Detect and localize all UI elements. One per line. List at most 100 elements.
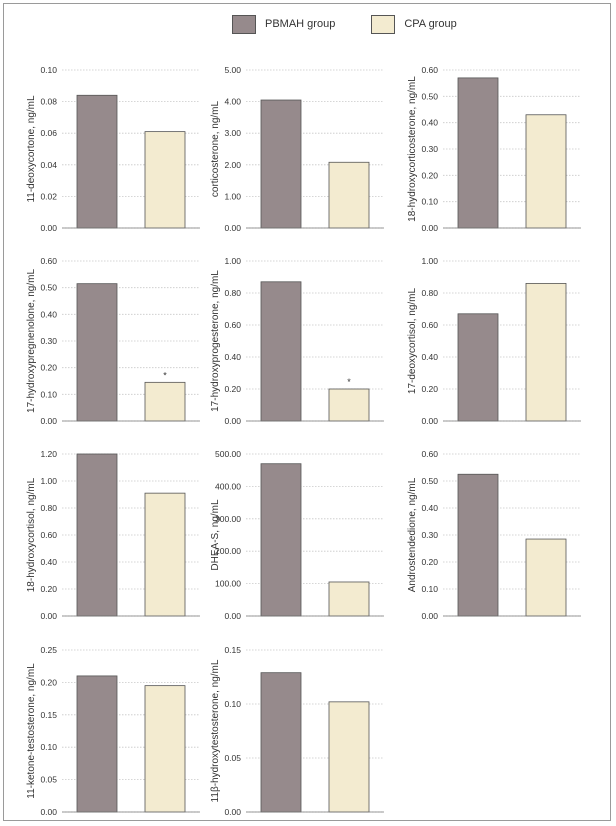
y-axis-label: corticosterone, ng/mL <box>210 100 221 197</box>
y-tick-label: 0.10 <box>421 584 438 594</box>
y-tick-label: 0.20 <box>40 677 57 687</box>
y-tick-label: 0.40 <box>224 352 241 362</box>
y-tick-label: 0.60 <box>421 65 438 75</box>
y-tick-label: 0.40 <box>421 503 438 513</box>
bar-chart-10: 0.00 0.05 0.10 0.15 0.20 0.2511-ketone-testos… <box>26 645 200 817</box>
y-tick-label: 1.20 <box>40 449 57 459</box>
bar-cpa <box>525 538 567 617</box>
y-tick-label: 0.80 <box>421 288 438 298</box>
y-axis-label: 11-deoxycortone, ng/mL <box>26 95 37 203</box>
y-tick-label: 0.40 <box>421 352 438 362</box>
y-tick-label: 0.20 <box>40 584 57 594</box>
y-tick-label: 0.60 <box>421 320 438 330</box>
y-tick-label: 4.00 <box>224 97 241 107</box>
bar-pbmah <box>260 463 302 617</box>
y-tick-label: 0.00 <box>421 611 438 621</box>
bar-cpa <box>144 685 186 813</box>
y-tick-label: 1.00 <box>224 191 241 201</box>
bar-pbmah <box>76 283 118 422</box>
y-tick-label: 0.50 <box>421 476 438 486</box>
bar-pbmah <box>260 672 302 813</box>
legend-label-cpa: CPA group <box>404 18 457 30</box>
bar-pbmah <box>457 313 499 422</box>
y-tick-label: 1.00 <box>224 256 241 266</box>
y-tick-label: 1.00 <box>421 256 438 266</box>
y-tick-label: 0.60 <box>40 530 57 540</box>
y-tick-label: 0.02 <box>40 191 57 201</box>
bar-cpa <box>328 701 370 813</box>
significance-marker: * <box>163 370 167 380</box>
bar-cpa <box>328 581 370 617</box>
bar-chart-7: 0.00 0.20 0.40 0.60 0.80 1.00 1.20 18-hydroxyco… <box>26 449 200 621</box>
y-tick-label: 0.15 <box>40 710 57 720</box>
bar-cpa <box>525 282 567 422</box>
y-tick-label: 3.00 <box>224 128 241 138</box>
y-axis-label: 17-hydroxypregnenolone, ng/mL <box>26 269 37 413</box>
bar-pbmah <box>260 281 302 422</box>
bar-chart-8: 0.00 100.00 200.00 300.00 400.00 500.00 DHEA-S… <box>210 449 384 621</box>
bar-chart-6: 0.00 0.20 0.40 0.60 0.80 1.00 17-deoxycortisol… <box>407 256 581 426</box>
y-tick-label: 0.40 <box>40 557 57 567</box>
bar-chart-11: 0.00 0.05 0.10 0.1511β-hydroxytestosterone,… <box>210 645 384 817</box>
y-tick-label: 1.00 <box>40 476 57 486</box>
y-tick-label: 0.05 <box>224 753 241 763</box>
y-tick-label: 0.15 <box>224 645 241 655</box>
y-tick-label: 0.30 <box>421 144 438 154</box>
y-tick-label: 0.00 <box>224 223 241 233</box>
significance-marker: * <box>347 377 351 387</box>
y-tick-label: 0.20 <box>224 384 241 394</box>
y-axis-label: DHEA-S, ng/mL <box>210 499 221 571</box>
bar-pbmah <box>76 675 118 813</box>
y-axis-label: 18-hydroxycorticosterone, ng/mL <box>407 76 418 222</box>
y-tick-label: 0.10 <box>40 742 57 752</box>
y-tick-label: 0.10 <box>421 197 438 207</box>
y-tick-label: 0.20 <box>421 557 438 567</box>
bar-pbmah <box>457 77 499 229</box>
bar-chart-5: 0.00 0.20 0.40 0.60 0.80 1.00 * 17-hydroxyproge… <box>210 256 384 426</box>
y-tick-label: 2.00 <box>224 160 241 170</box>
y-tick-label: 0.25 <box>40 645 57 655</box>
bar-chart-4: 0.00 0.10 0.20 0.30 0.40 0.50 0.60 * 17-hydroxyp… <box>26 256 200 426</box>
y-tick-label: 500.00 <box>215 449 241 459</box>
y-tick-label: 0.20 <box>40 363 57 373</box>
y-tick-label: 0.60 <box>224 320 241 330</box>
y-tick-label: 0.20 <box>421 384 438 394</box>
y-axis-label: 17-deoxycortisol, ng/mL <box>407 287 418 394</box>
y-tick-label: 0.10 <box>224 699 241 709</box>
y-tick-label: 0.00 <box>224 807 241 817</box>
y-tick-label: 0.10 <box>40 65 57 75</box>
legend: PBMAH group CPA group <box>232 14 493 34</box>
y-tick-label: 0.30 <box>40 336 57 346</box>
bar-cpa <box>328 161 370 229</box>
bar-chart-9: 0.00 0.10 0.20 0.30 0.40 0.50 0.60 Androstended… <box>407 449 581 621</box>
bar-cpa <box>144 492 186 617</box>
y-tick-label: 0.80 <box>224 288 241 298</box>
y-tick-label: 0.50 <box>40 283 57 293</box>
y-axis-label: 18-hydroxycortisol, ng/mL <box>26 477 37 592</box>
y-tick-label: 0.00 <box>421 416 438 426</box>
y-tick-label: 0.00 <box>224 416 241 426</box>
y-axis-label: Androstendedione, ng/mL <box>407 477 418 592</box>
y-tick-label: 200.00 <box>215 546 241 556</box>
y-tick-label: 0.00 <box>40 416 57 426</box>
legend-entry-pbmah: PBMAH group <box>232 14 335 34</box>
y-tick-label: 0.50 <box>421 91 438 101</box>
legend-entry-cpa: CPA group <box>371 14 457 34</box>
y-tick-label: 0.08 <box>40 97 57 107</box>
y-tick-label: 0.05 <box>40 775 57 785</box>
y-tick-label: 0.00 <box>421 223 438 233</box>
bar-chart-1: 0.00 0.02 0.04 0.06 0.08 0.10 11-deoxycortone,… <box>26 65 200 233</box>
y-axis-label: 17-hydroxyprogesterone, ng/mL <box>210 270 221 412</box>
bar-chart-2: 0.00 1.00 2.00 3.00 4.00 5.00 corticosterone, … <box>210 65 384 233</box>
y-tick-label: 0.06 <box>40 128 57 138</box>
y-tick-label: 0.60 <box>40 256 57 266</box>
y-tick-label: 0.40 <box>40 309 57 319</box>
y-tick-label: 0.40 <box>421 118 438 128</box>
y-tick-label: 5.00 <box>224 65 241 75</box>
bar-cpa <box>328 388 370 422</box>
bar-pbmah <box>76 94 118 229</box>
bar-pbmah <box>260 99 302 229</box>
y-axis-label: 11β-hydroxytestosterone, ng/mL <box>210 659 221 802</box>
y-tick-label: 300.00 <box>215 514 241 524</box>
